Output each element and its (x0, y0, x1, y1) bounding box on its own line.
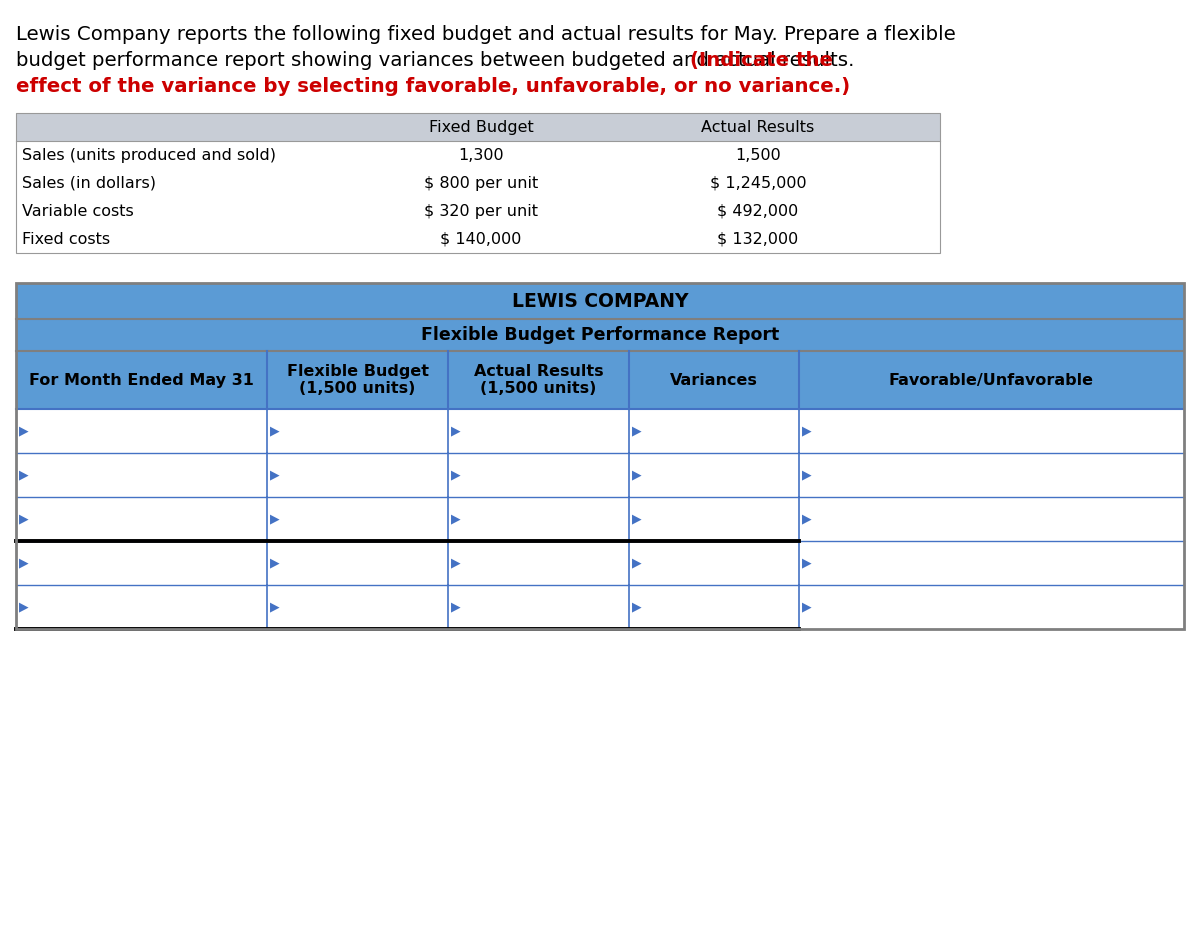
Text: ▶: ▶ (802, 600, 811, 614)
Text: ▶: ▶ (451, 556, 461, 569)
Text: ▶: ▶ (802, 513, 811, 525)
Bar (16, 113, 940, 141)
Bar (16, 283, 1184, 319)
Text: $ 132,000: $ 132,000 (718, 231, 799, 247)
Text: ▶: ▶ (270, 513, 280, 525)
Text: Flexible Budget
(1,500 units): Flexible Budget (1,500 units) (287, 364, 428, 396)
Text: Sales (units produced and sold): Sales (units produced and sold) (22, 148, 276, 163)
Text: Flexible Budget Performance Report: Flexible Budget Performance Report (421, 326, 779, 344)
Text: ▶: ▶ (19, 556, 29, 569)
Bar (16, 351, 1184, 409)
Text: $ 140,000: $ 140,000 (440, 231, 522, 247)
Text: ▶: ▶ (451, 513, 461, 525)
Text: ▶: ▶ (270, 600, 280, 614)
Text: Sales (in dollars): Sales (in dollars) (22, 176, 156, 190)
Text: ▶: ▶ (632, 513, 642, 525)
Text: For Month Ended May 31: For Month Ended May 31 (29, 373, 254, 388)
Text: ▶: ▶ (802, 556, 811, 569)
Text: 1,300: 1,300 (458, 148, 504, 163)
Bar (16, 585, 1184, 629)
Bar (16, 141, 940, 169)
Bar (16, 409, 1184, 453)
Text: ▶: ▶ (270, 469, 280, 482)
Bar (16, 113, 940, 253)
Text: 1,500: 1,500 (736, 148, 781, 163)
Text: Favorable/Unfavorable: Favorable/Unfavorable (889, 373, 1093, 388)
Text: ▶: ▶ (19, 513, 29, 525)
Text: Actual Results
(1,500 units): Actual Results (1,500 units) (474, 364, 604, 396)
Bar (16, 169, 940, 197)
Text: Fixed Budget: Fixed Budget (428, 120, 533, 135)
Text: Lewis Company reports the following fixed budget and actual results for May. Pre: Lewis Company reports the following fixe… (16, 25, 955, 44)
Text: $ 800 per unit: $ 800 per unit (424, 176, 538, 190)
Text: ▶: ▶ (802, 469, 811, 482)
Text: (Indicate the: (Indicate the (683, 51, 833, 70)
Text: ▶: ▶ (19, 600, 29, 614)
Bar (16, 197, 940, 225)
Text: ▶: ▶ (632, 600, 642, 614)
Text: ▶: ▶ (270, 556, 280, 569)
Text: $ 492,000: $ 492,000 (718, 203, 799, 218)
Bar (16, 225, 940, 253)
Text: ▶: ▶ (270, 424, 280, 438)
Text: ▶: ▶ (19, 424, 29, 438)
Text: ▶: ▶ (632, 556, 642, 569)
Bar (16, 319, 1184, 351)
Text: ▶: ▶ (632, 424, 642, 438)
Text: ▶: ▶ (19, 469, 29, 482)
Text: Actual Results: Actual Results (701, 120, 815, 135)
Bar (16, 497, 1184, 541)
Text: LEWIS COMPANY: LEWIS COMPANY (511, 292, 689, 311)
Text: ▶: ▶ (632, 469, 642, 482)
Text: Variable costs: Variable costs (22, 203, 133, 218)
Text: ▶: ▶ (802, 424, 811, 438)
Text: ▶: ▶ (451, 600, 461, 614)
Text: budget performance report showing variances between budgeted and actual results.: budget performance report showing varian… (16, 51, 854, 70)
Text: $ 320 per unit: $ 320 per unit (424, 203, 538, 218)
Text: Fixed costs: Fixed costs (22, 231, 110, 247)
Text: $ 1,245,000: $ 1,245,000 (709, 176, 806, 190)
Text: Variances: Variances (670, 373, 758, 388)
Text: ▶: ▶ (451, 469, 461, 482)
Bar (16, 541, 1184, 585)
Text: effect of the variance by selecting favorable, unfavorable, or no variance.): effect of the variance by selecting favo… (16, 77, 851, 96)
Text: ▶: ▶ (451, 424, 461, 438)
Bar (16, 283, 1184, 629)
Bar (16, 453, 1184, 497)
